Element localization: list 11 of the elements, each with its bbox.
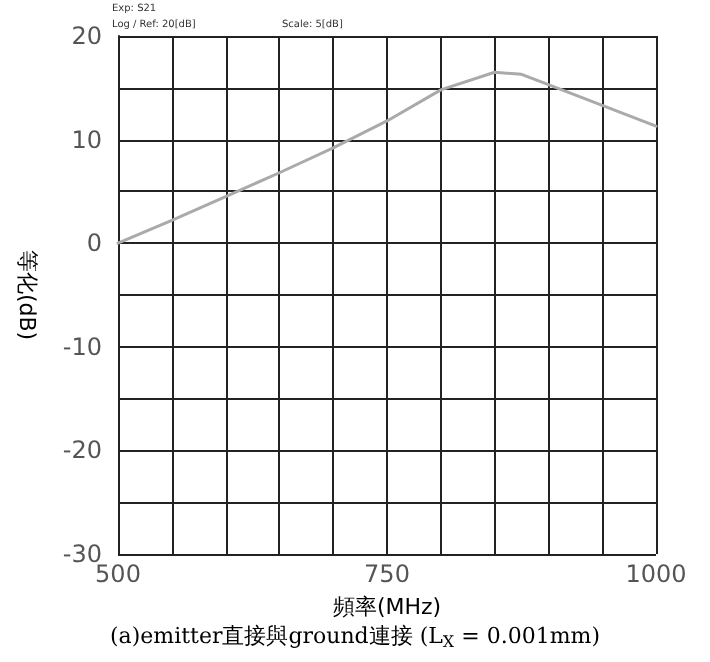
y-tick-label: 10 — [71, 125, 102, 154]
y-tick-label: -10 — [62, 332, 102, 361]
x-tick-label: 1000 — [625, 560, 687, 588]
x-axis-title: 頻率(MHz) — [332, 593, 442, 620]
y-tick-label: -20 — [62, 436, 102, 465]
y-tick-label: 0 — [86, 229, 102, 258]
x-tick-label: 500 — [95, 560, 141, 588]
y-axis-title: 等化(dB) — [14, 249, 40, 341]
y-tick-label: 20 — [71, 22, 102, 50]
x-tick-label: 750 — [364, 560, 410, 588]
line-series — [116, 70, 658, 245]
